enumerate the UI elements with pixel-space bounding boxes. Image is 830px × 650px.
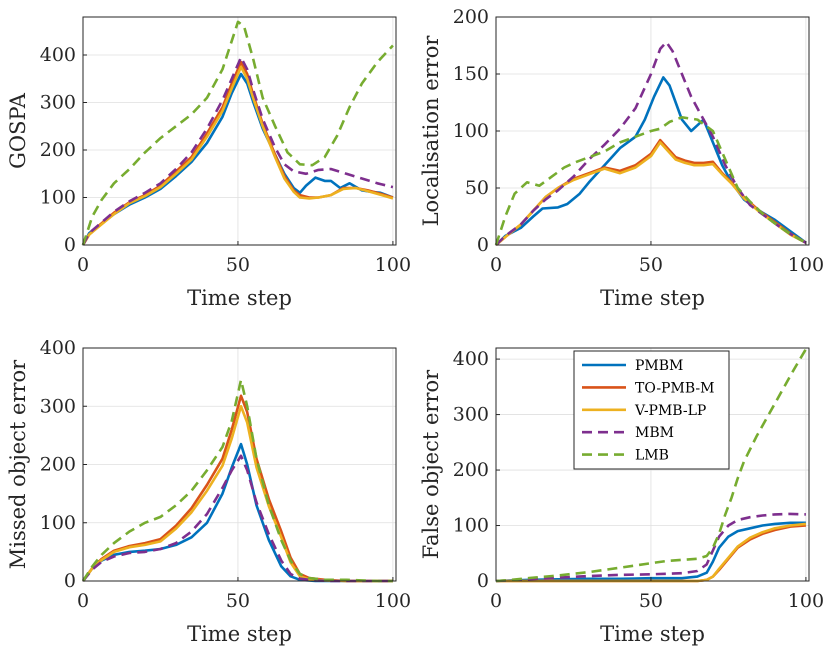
y-tick-label: 300 <box>40 92 76 114</box>
series-line-mbm <box>495 40 807 246</box>
y-axis-label: Localisation error <box>419 35 443 227</box>
y-axis-label: False object error <box>419 369 443 559</box>
y-tick-label: 400 <box>40 337 76 359</box>
series-line-lmb <box>81 20 394 246</box>
y-tick-label: 100 <box>453 120 489 142</box>
axes-box <box>495 347 810 582</box>
x-tick-label: 0 <box>77 590 89 612</box>
y-tick-label: 200 <box>453 6 489 28</box>
legend: PMBM TO-PMB-M V-PMB-LP MBM LMB <box>573 350 730 470</box>
series-line-lmb <box>495 348 808 583</box>
x-axis-label: Time step <box>187 286 292 310</box>
y-tick-label: 200 <box>453 459 489 481</box>
x-tick-label: 50 <box>639 590 663 612</box>
y-tick-label: 400 <box>453 348 489 370</box>
series-line-lmb <box>81 378 393 583</box>
x-tick-label: 100 <box>375 254 411 276</box>
series-line-mbm <box>495 512 806 583</box>
chart-panel-4: 0 50 100 0 100 200 300 400 Time step False object… <box>419 347 824 646</box>
series-line-lmb <box>494 116 807 246</box>
y-tick-label: 400 <box>40 44 76 66</box>
chart-panel-2: 0 50 100 0 50 100 150 200 Time step Localisation … <box>419 6 824 310</box>
series-line-mbm <box>81 56 394 246</box>
y-tick-label: 0 <box>477 570 489 592</box>
y-tick-label: 200 <box>40 454 76 476</box>
x-tick-label: 50 <box>226 254 250 276</box>
chart-panel-3: 0 50 100 0 100 200 300 400 Time step Missed objec… <box>6 337 411 646</box>
legend-label: V-PMB-LP <box>634 403 706 419</box>
x-tick-label: 0 <box>77 254 89 276</box>
legend-label: LMB <box>635 448 669 464</box>
y-tick-label: 300 <box>40 395 76 417</box>
x-tick-label: 100 <box>375 590 411 612</box>
legend-label: TO-PMB-M <box>635 380 714 396</box>
y-axis-label: Missed object error <box>6 359 30 569</box>
y-tick-label: 100 <box>40 187 76 209</box>
legend-label: PMBM <box>635 358 683 374</box>
y-tick-label: 150 <box>453 63 489 85</box>
x-tick-label: 0 <box>490 254 502 276</box>
y-tick-label: 200 <box>40 139 76 161</box>
y-tick-label: 0 <box>64 570 76 592</box>
x-axis-label: Time step <box>187 622 292 646</box>
x-tick-label: 50 <box>639 254 663 276</box>
x-tick-label: 0 <box>490 590 502 612</box>
y-tick-label: 300 <box>453 404 489 426</box>
y-tick-label: 0 <box>477 234 489 256</box>
y-tick-label: 100 <box>40 512 76 534</box>
axes-box <box>82 16 397 246</box>
series-line-pmbm <box>495 521 806 583</box>
chart-panel-1: 0 50 100 0 100 200 300 400 Time step GOSPA <box>6 16 411 310</box>
x-axis-label: Time step <box>600 286 705 310</box>
legend-label: MBM <box>635 425 674 441</box>
series-line-v-pmb-lp <box>81 65 394 246</box>
y-axis-label: GOSPA <box>6 92 30 169</box>
y-tick-label: 0 <box>64 234 76 256</box>
x-axis-label: Time step <box>600 622 705 646</box>
x-tick-label: 100 <box>788 254 824 276</box>
y-tick-label: 100 <box>453 515 489 537</box>
y-tick-label: 50 <box>465 177 489 199</box>
x-tick-label: 50 <box>226 590 250 612</box>
x-tick-label: 100 <box>788 590 824 612</box>
